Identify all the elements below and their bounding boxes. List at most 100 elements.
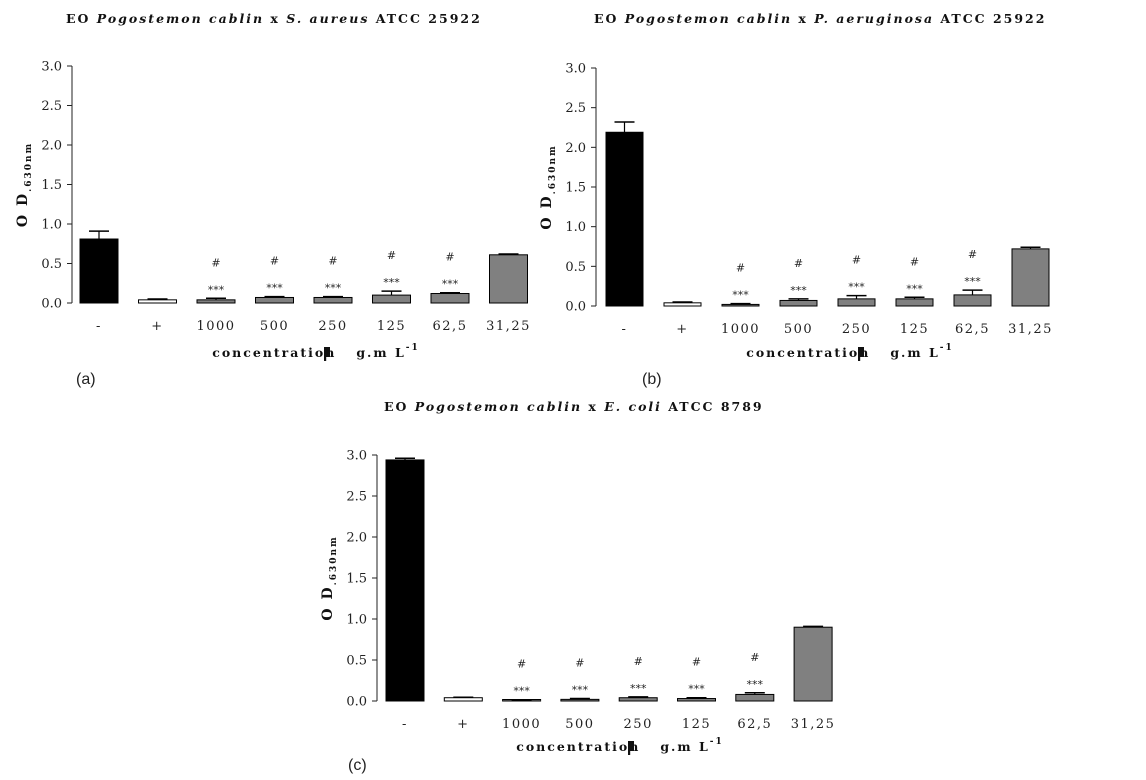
bar-62,5 bbox=[953, 294, 992, 307]
y-tick-label: 1.0 bbox=[565, 220, 586, 235]
bar-500 bbox=[560, 698, 600, 702]
x-axis-label-main: concentration bbox=[746, 345, 870, 360]
micro-glyph-icon bbox=[858, 347, 864, 357]
x-axis-label-sup: -1 bbox=[710, 737, 724, 747]
x-category-label: 1000 bbox=[721, 322, 760, 337]
x-category-label: 250 bbox=[318, 319, 347, 334]
x-axis-label: concentration g.m L-1 bbox=[212, 343, 420, 360]
hash-marker: # bbox=[445, 251, 454, 264]
hash-marker: # bbox=[750, 651, 759, 664]
micro-glyph-icon bbox=[628, 741, 634, 751]
hash-marker: # bbox=[328, 255, 337, 268]
y-tick-label: 2.5 bbox=[565, 101, 586, 116]
chart-title: EO Pogostemon cablin x P. aeruginosa ATC… bbox=[594, 11, 1046, 26]
hash-marker: # bbox=[270, 255, 279, 268]
x-axis-label-main: concentration bbox=[212, 345, 336, 360]
x-axis-label-unit: g.m L bbox=[356, 345, 405, 360]
significance-marker: *** bbox=[266, 282, 283, 295]
panel-label: (a) bbox=[76, 371, 96, 388]
y-tick-label: 1.5 bbox=[41, 178, 62, 193]
y-tick-label: 2.5 bbox=[346, 490, 367, 505]
x-category-label: 31,25 bbox=[486, 319, 531, 334]
significance-marker: *** bbox=[572, 684, 589, 697]
hash-marker: # bbox=[736, 262, 745, 275]
x-axis-label-unit: g.m L bbox=[890, 345, 939, 360]
y-tick-label: 2.0 bbox=[346, 531, 367, 546]
bar-31,25 bbox=[489, 254, 528, 304]
y-tick-label: 0.5 bbox=[346, 654, 367, 669]
hash-marker: # bbox=[794, 257, 803, 270]
significance-marker: *** bbox=[630, 682, 647, 695]
significance-marker: *** bbox=[790, 284, 807, 297]
chart-title-part: ATCC 8789 bbox=[662, 399, 764, 414]
bar-125 bbox=[372, 294, 411, 304]
chart-title-part: ATCC 25922 bbox=[934, 11, 1046, 26]
y-axis-label-main: O D bbox=[15, 192, 31, 227]
x-axis-label-unit: g.m L bbox=[660, 739, 709, 754]
y-axis-label-main: O D bbox=[539, 194, 555, 229]
x-category-label: 1000 bbox=[502, 717, 541, 732]
x-category-label: 250 bbox=[842, 322, 871, 337]
chart-title-part: x bbox=[264, 11, 286, 26]
hash-marker: # bbox=[852, 254, 861, 267]
y-axis-label: O D.630nm bbox=[539, 144, 558, 229]
y-tick-label: 3.0 bbox=[346, 449, 367, 464]
y-axis-label-sub: .630nm bbox=[548, 144, 558, 194]
chart-title-part: EO bbox=[66, 11, 97, 26]
bar-+ bbox=[663, 302, 702, 307]
y-tick-label: 0.0 bbox=[346, 695, 367, 710]
chart-title-part: P. aeruginosa bbox=[813, 11, 934, 26]
significance-marker: *** bbox=[732, 289, 749, 302]
y-axis-label-main: O D bbox=[320, 585, 336, 620]
bar-- bbox=[79, 238, 119, 304]
chart-title-part: Pogostemon cablin bbox=[96, 11, 264, 26]
significance-marker: *** bbox=[383, 276, 400, 289]
chart-title-part: x bbox=[582, 399, 604, 414]
x-axis-label: concentration g.m L-1 bbox=[746, 343, 954, 360]
hash-marker: # bbox=[575, 657, 584, 670]
x-category-label: 500 bbox=[784, 322, 813, 337]
chart-title-part: S. aureus bbox=[286, 11, 369, 26]
x-axis-label-sup: -1 bbox=[406, 343, 420, 353]
bar-31,25 bbox=[1011, 248, 1050, 307]
bar-+ bbox=[138, 299, 177, 304]
bar-1000 bbox=[721, 303, 760, 307]
micro-glyph-icon bbox=[324, 347, 330, 357]
x-category-label: + bbox=[676, 322, 688, 337]
y-tick-label: 1.5 bbox=[565, 181, 586, 196]
hash-marker: # bbox=[211, 256, 220, 269]
y-axis-label-sub: .630nm bbox=[24, 142, 34, 192]
bar-125 bbox=[895, 298, 934, 307]
significance-marker: *** bbox=[747, 678, 764, 691]
bar-+ bbox=[443, 697, 483, 702]
bar-250 bbox=[313, 296, 353, 304]
x-category-label: - bbox=[96, 319, 102, 334]
chart-title-part: x bbox=[792, 11, 814, 26]
y-tick-label: 2.0 bbox=[41, 139, 62, 154]
y-tick-label: 3.0 bbox=[565, 62, 586, 77]
chart-title-part: EO bbox=[384, 399, 415, 414]
significance-marker: *** bbox=[513, 685, 530, 698]
y-axis-label: O D.630nm bbox=[15, 142, 34, 227]
significance-marker: *** bbox=[325, 282, 342, 295]
panel-label: (c) bbox=[348, 757, 367, 774]
chart-title-part: EO bbox=[594, 11, 625, 26]
x-category-label: - bbox=[402, 717, 408, 732]
y-tick-label: 1.5 bbox=[346, 572, 367, 587]
bar-250 bbox=[837, 298, 876, 307]
y-axis-label-sub: .630nm bbox=[329, 535, 339, 585]
x-category-label: 250 bbox=[624, 717, 653, 732]
significance-marker: *** bbox=[442, 278, 459, 291]
x-category-label: + bbox=[151, 319, 163, 334]
bar-125 bbox=[677, 698, 716, 702]
x-category-label: 1000 bbox=[196, 319, 235, 334]
y-tick-label: 1.0 bbox=[346, 613, 367, 628]
y-tick-label: 0.5 bbox=[41, 257, 62, 272]
x-category-label: 62,5 bbox=[737, 717, 772, 732]
micro-glyph-tail-icon bbox=[858, 356, 861, 361]
chart-panel-b: EO Pogostemon cablin x P. aeruginosa ATC… bbox=[539, 11, 1051, 388]
significance-marker: *** bbox=[906, 282, 923, 295]
bar-1000 bbox=[196, 299, 236, 304]
hash-marker: # bbox=[968, 248, 977, 261]
